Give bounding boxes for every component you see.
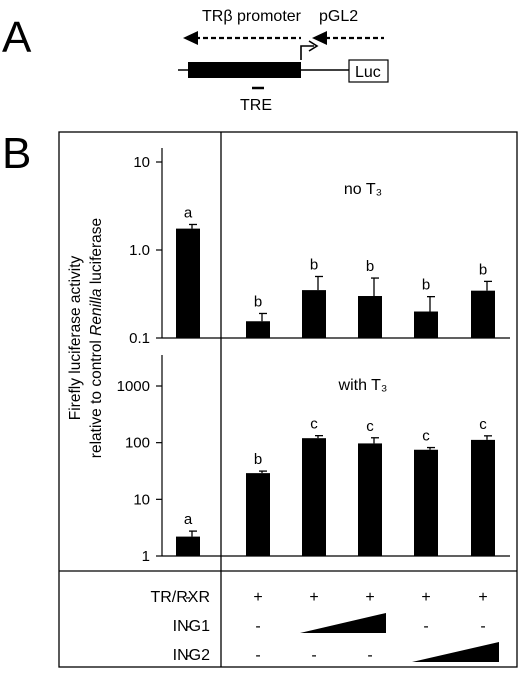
- y-tick-label: 1000: [117, 378, 150, 395]
- condition-value: +: [478, 589, 487, 606]
- condition-row-label: ING1: [173, 618, 210, 635]
- concentration-ramp: [412, 642, 499, 662]
- tre-label: TRE: [240, 97, 272, 114]
- bar: [414, 311, 438, 338]
- promoter-block: [188, 62, 301, 78]
- condition-value: +: [421, 589, 430, 606]
- y-tick-label: 1: [142, 548, 150, 565]
- condition-value: -: [480, 618, 485, 635]
- condition-table: TR/RXR- + + + + +ING1- - - -ING2- - - -: [150, 589, 499, 664]
- panel-a-letter: A: [2, 13, 32, 62]
- condition-value: -: [185, 618, 190, 635]
- y-tick-label: 0.1: [129, 330, 150, 347]
- chart-title: no T₃: [344, 181, 382, 198]
- promoter-arrow: [183, 31, 301, 45]
- condition-row-label: ING2: [173, 647, 210, 664]
- y-axis-label-line1: Firefly luciferase activity: [67, 255, 84, 420]
- y-axis-label-line2: relative to control Renilla luciferase: [88, 218, 105, 458]
- bar: [471, 290, 495, 338]
- condition-value: -: [367, 647, 372, 664]
- chart-no-t3: no T₃ 0.1 1.0 10 a b b b b b: [129, 148, 510, 347]
- bar: [471, 439, 495, 556]
- condition-value: -: [185, 589, 190, 606]
- vector-label: pGL2: [319, 8, 358, 25]
- condition-value: +: [365, 589, 374, 606]
- bar: [302, 290, 326, 338]
- transcription-start-arrow: [300, 40, 319, 60]
- reporter-label: Luc: [355, 64, 381, 81]
- concentration-ramp: [300, 613, 386, 633]
- significance-label: a: [184, 204, 193, 221]
- condition-value: -: [185, 647, 190, 664]
- condition-value: -: [423, 618, 428, 635]
- condition-row-label: TR/RXR: [150, 589, 210, 606]
- bar: [302, 438, 326, 556]
- condition-value: +: [253, 589, 262, 606]
- bar: [246, 321, 270, 338]
- bar: [414, 449, 438, 556]
- luciferase-box: [348, 59, 389, 83]
- panel-b-frame: [58, 131, 518, 668]
- significance-label: c: [422, 428, 430, 445]
- significance-label: c: [366, 418, 374, 435]
- condition-value: -: [311, 647, 316, 664]
- significance-label: a: [184, 511, 193, 528]
- condition-value: -: [255, 618, 260, 635]
- panel-b-letter: B: [2, 129, 31, 178]
- y-tick-label: 10: [133, 491, 150, 508]
- significance-label: b: [422, 277, 430, 294]
- chart-title: with T₃: [338, 377, 388, 394]
- bar: [176, 536, 200, 556]
- y-tick-label: 1.0: [129, 242, 150, 259]
- condition-value: +: [309, 589, 318, 606]
- chart-with-t3: with T₃ 1 10 100 1000 a b c c c c: [117, 355, 510, 565]
- vector-arrow: [312, 31, 384, 45]
- y-tick-label: 10: [133, 154, 150, 171]
- bar: [176, 228, 200, 338]
- significance-label: b: [479, 261, 487, 278]
- significance-label: c: [310, 416, 318, 433]
- significance-label: c: [479, 416, 487, 433]
- bar: [358, 443, 382, 556]
- significance-label: b: [254, 293, 262, 310]
- bar: [358, 296, 382, 338]
- significance-label: b: [310, 256, 318, 273]
- significance-label: b: [366, 258, 374, 275]
- bar: [246, 473, 270, 556]
- y-tick-label: 100: [125, 435, 150, 452]
- condition-value: -: [255, 647, 260, 664]
- significance-label: b: [254, 451, 262, 468]
- promoter-label: TRβ promoter: [202, 8, 302, 25]
